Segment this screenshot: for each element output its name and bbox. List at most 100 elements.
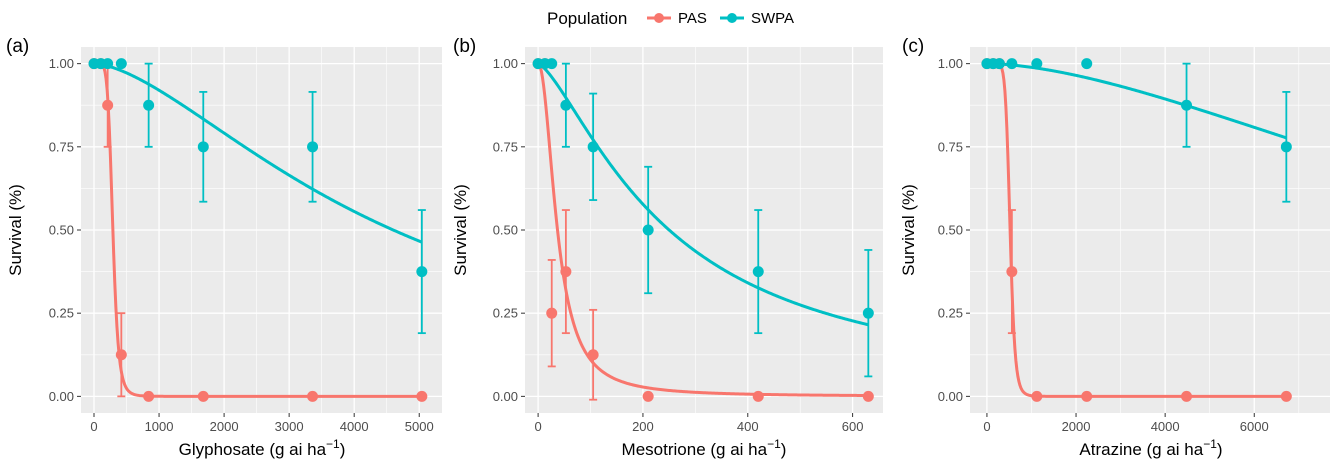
data-point-pas: [1181, 390, 1193, 402]
y-tick-label: 0.25: [493, 306, 518, 321]
x-tick-label: 4000: [340, 419, 369, 434]
x-tick-label: 0: [983, 419, 990, 434]
x-axis-title-sup: −1: [767, 437, 781, 451]
legend-key-point-swpa: [727, 13, 737, 23]
x-tick-label: 200: [632, 419, 654, 434]
x-axis-title-main: Atrazine (g ai ha: [1079, 440, 1203, 459]
y-tick-label: 0.50: [938, 223, 963, 238]
y-axis-title: Survival (%): [451, 184, 470, 276]
data-point-swpa: [197, 141, 209, 153]
y-tick-label: 1.00: [938, 56, 963, 71]
data-point-pas: [1081, 390, 1093, 402]
y-tick-label: 0.25: [49, 306, 74, 321]
x-axis-title-close: ): [1217, 440, 1223, 459]
legend-label-pas: PAS: [678, 10, 707, 27]
x-axis-title-main: Mesotrione (g ai ha: [622, 440, 768, 459]
x-axis-title-sup: −1: [326, 437, 340, 451]
x-axis-title: Mesotrione (g ai ha−1): [622, 437, 787, 459]
data-point-pas: [752, 390, 764, 402]
data-point-pas: [307, 390, 319, 402]
panel-c: 0 2000 4000 6000 0.00 0.25 0.50 0.75 1.00 (c) Su…: [899, 36, 1330, 459]
x-tick-label: 6000: [1240, 419, 1269, 434]
legend-label-swpa: SWPA: [751, 10, 794, 27]
data-point-pas: [416, 390, 428, 402]
x-tick-label: 2000: [210, 419, 239, 434]
y-tick-label: 1.00: [49, 56, 74, 71]
data-point-swpa: [143, 99, 155, 111]
legend-title: Population: [547, 9, 627, 28]
x-tick-label: 3000: [275, 419, 304, 434]
y-tick-label: 1.00: [493, 56, 518, 71]
y-axis-title-text: Survival (%): [451, 184, 470, 276]
legend-entry-pas: PAS: [647, 10, 707, 27]
data-point-pas: [102, 99, 114, 111]
data-point-swpa: [587, 141, 599, 153]
data-point-swpa: [560, 99, 572, 111]
y-axis-title-text: Survival (%): [899, 184, 918, 276]
y-tick-label: 0.00: [938, 389, 963, 404]
data-point-swpa: [1280, 141, 1292, 153]
x-tick-label: 5000: [405, 419, 434, 434]
y-tick-label: 0.00: [493, 389, 518, 404]
data-point-pas: [560, 266, 572, 278]
panel-a: 0 1000 2000 3000 4000 5000 0.00 0.25 0.50 0.75 1.0…: [6, 36, 442, 459]
data-point-swpa: [993, 58, 1005, 70]
panel-label: (a): [6, 36, 29, 57]
x-tick-label: 400: [737, 419, 759, 434]
x-tick-label: 0: [534, 419, 541, 434]
data-point-swpa: [1031, 58, 1043, 70]
data-point-pas: [143, 390, 155, 402]
plot-area: 0 200 400 600 0.00 0.25 0.50 0.75 1.00: [493, 47, 883, 434]
data-point-pas: [546, 307, 558, 319]
y-tick-label: 0.50: [493, 223, 518, 238]
x-tick-label: 2000: [1062, 419, 1091, 434]
data-point-pas: [587, 349, 599, 361]
data-point-swpa: [642, 224, 654, 236]
data-point-swpa: [752, 266, 764, 278]
y-tick-label: 0.00: [49, 389, 74, 404]
data-point-swpa: [1081, 58, 1093, 70]
data-point-swpa: [546, 58, 558, 70]
x-tick-label: 4000: [1151, 419, 1180, 434]
x-tick-label: 0: [90, 419, 97, 434]
data-point-swpa: [1006, 58, 1018, 70]
plot-area: 0 2000 4000 6000 0.00 0.25 0.50 0.75 1.00: [938, 47, 1330, 434]
panel-label: (b): [453, 36, 476, 57]
y-axis-title: Survival (%): [899, 184, 918, 276]
x-tick-label: 600: [842, 419, 864, 434]
y-axis-title: Survival (%): [6, 184, 25, 276]
panel-label: (c): [902, 36, 924, 57]
data-point-pas: [115, 349, 127, 361]
x-axis-title: Atrazine (g ai ha−1): [1079, 437, 1222, 459]
x-tick-label: 1000: [145, 419, 174, 434]
y-axis-title-text: Survival (%): [6, 184, 25, 276]
y-tick-label: 0.75: [938, 139, 963, 154]
legend-key-point-pas: [654, 13, 664, 23]
plot-area: 0 1000 2000 3000 4000 5000 0.00 0.25 0.50 0.75 1.0…: [49, 47, 442, 434]
data-point-pas: [1280, 390, 1292, 402]
y-tick-label: 0.75: [493, 139, 518, 154]
data-point-pas: [862, 390, 874, 402]
data-point-pas: [642, 390, 654, 402]
data-point-swpa: [862, 307, 874, 319]
y-tick-label: 0.75: [49, 139, 74, 154]
y-tick-label: 0.50: [49, 223, 74, 238]
data-point-pas: [1031, 390, 1043, 402]
legend: Population PAS SWPA: [547, 9, 794, 28]
x-axis-title-close: ): [781, 440, 787, 459]
x-axis-title: Glyphosate (g ai ha−1): [179, 437, 346, 459]
data-point-swpa: [102, 58, 114, 70]
data-point-pas: [1006, 266, 1018, 278]
x-axis-title-sup: −1: [1203, 437, 1217, 451]
x-axis-title-main: Glyphosate (g ai ha: [179, 440, 327, 459]
data-point-swpa: [115, 58, 127, 70]
y-tick-label: 0.25: [938, 306, 963, 321]
data-point-swpa: [307, 141, 319, 153]
x-axis-title-close: ): [340, 440, 346, 459]
data-point-pas: [197, 390, 209, 402]
legend-entry-swpa: SWPA: [720, 10, 794, 27]
panel-b: 0 200 400 600 0.00 0.25 0.50 0.75 1.00 (b) Survi…: [451, 36, 883, 459]
data-point-swpa: [416, 266, 428, 278]
data-point-swpa: [1181, 99, 1193, 111]
